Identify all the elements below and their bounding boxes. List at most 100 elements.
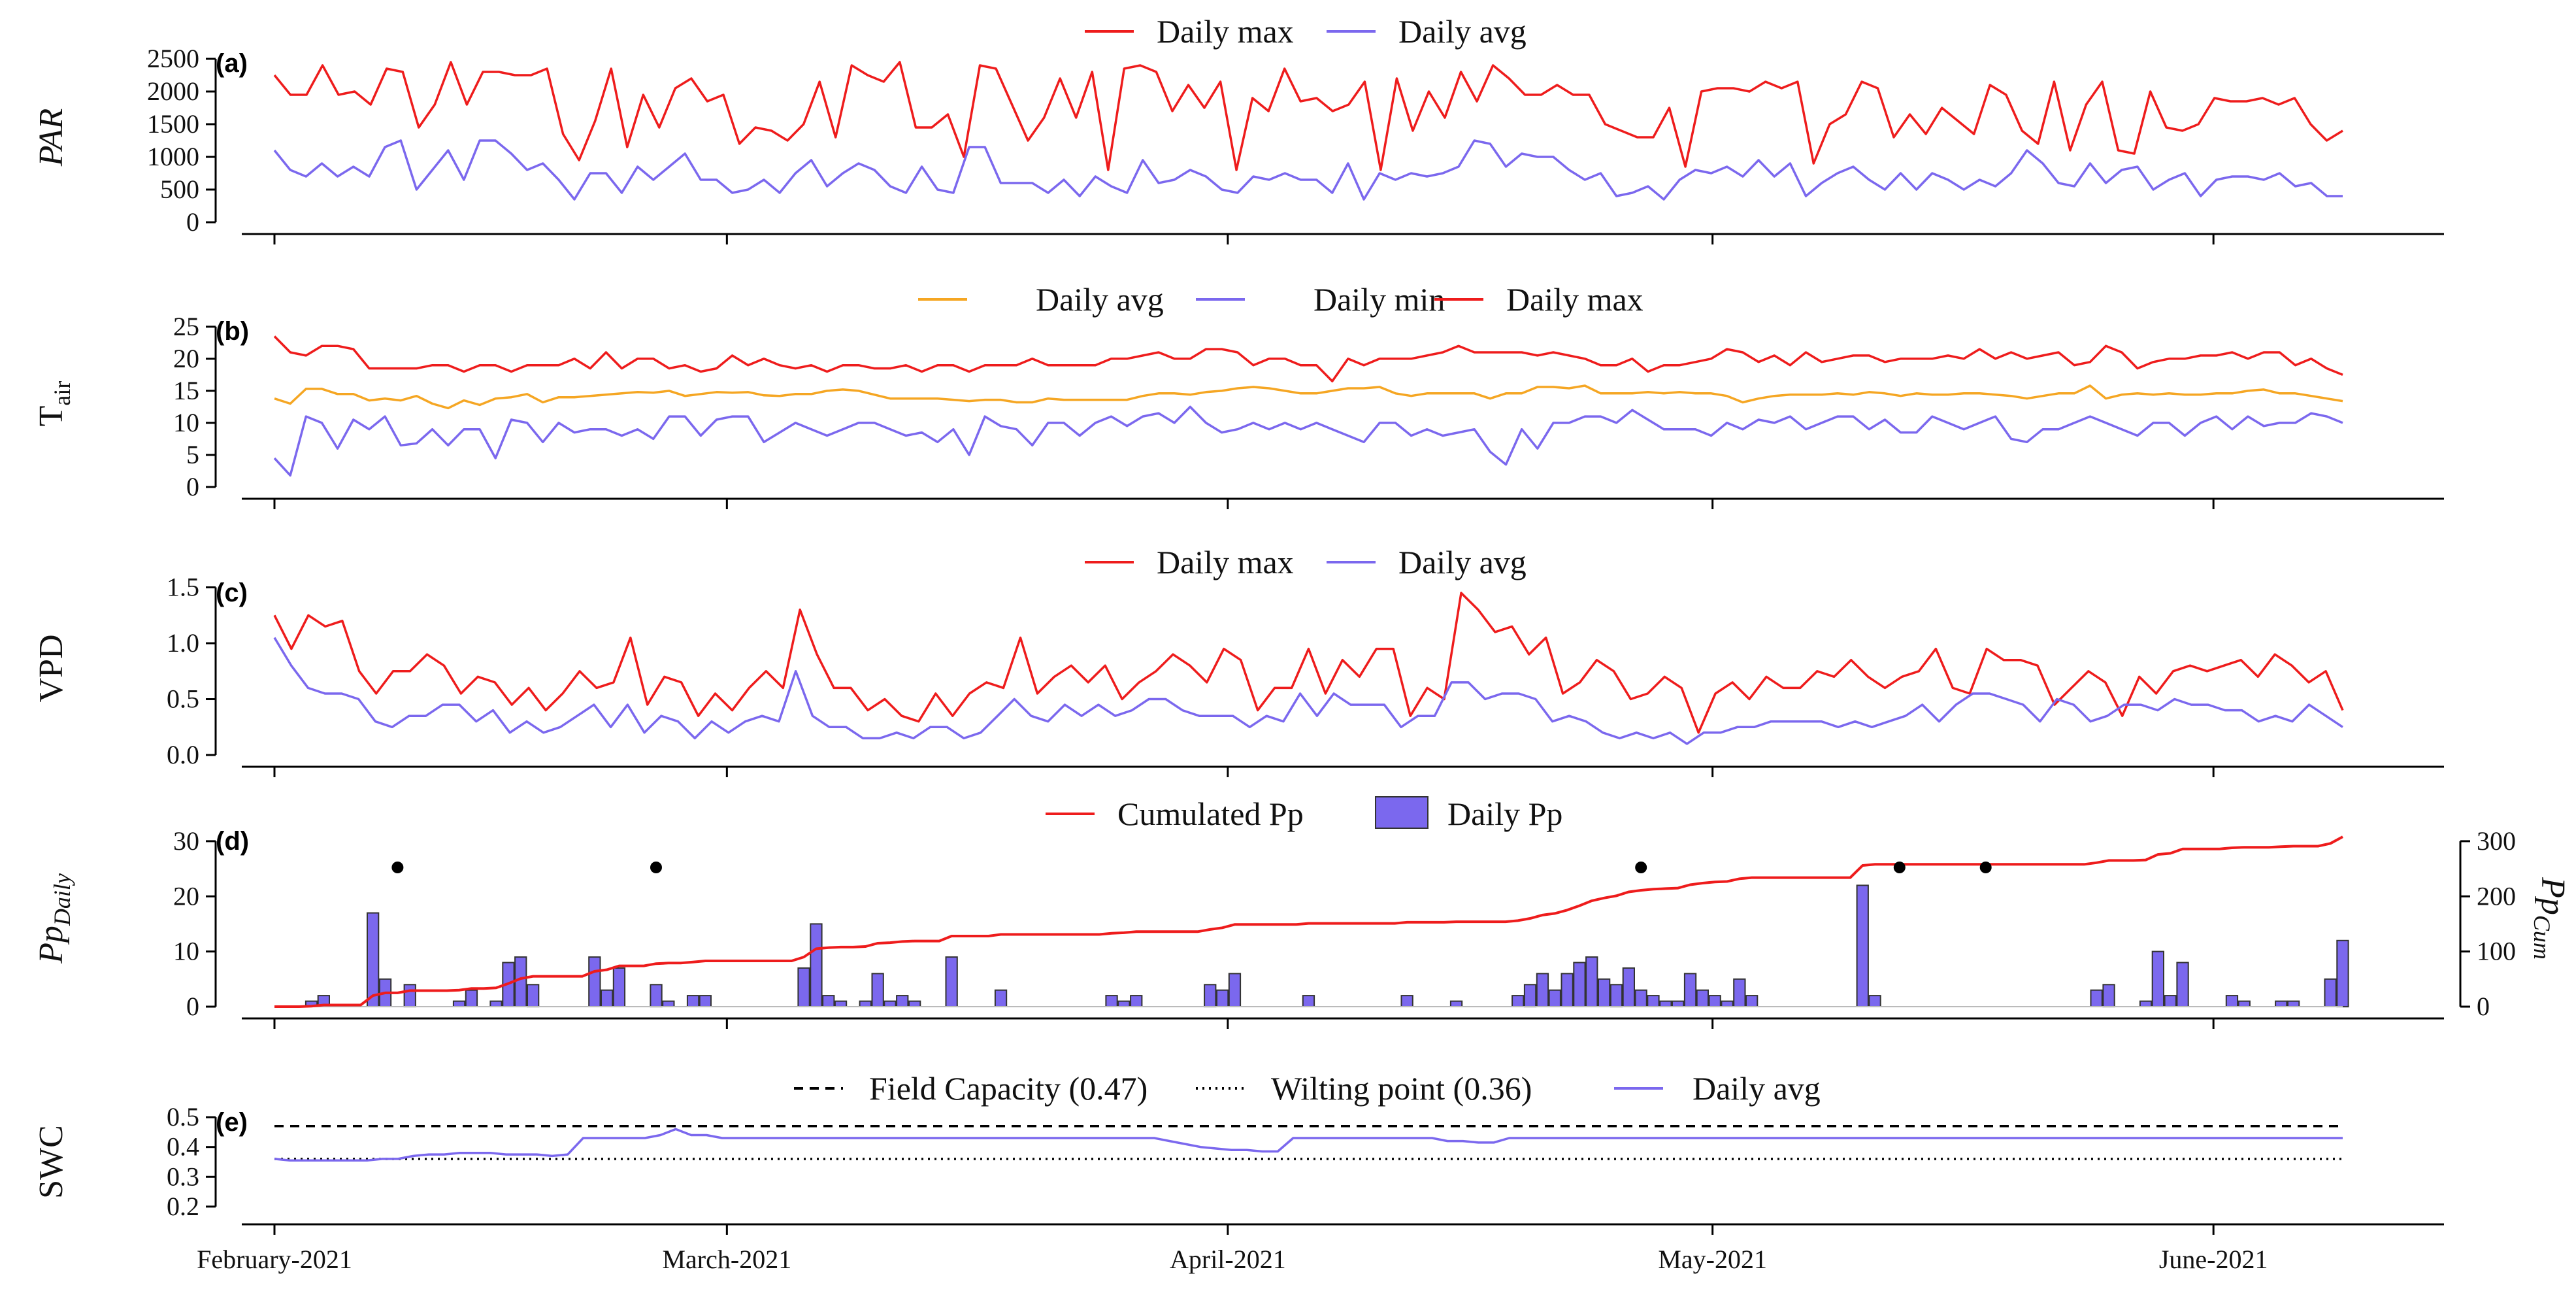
bar-daily-pp [452,1000,466,1007]
bar-daily-pp [489,1000,503,1007]
x-tick-label-4: June-2021 [2159,1245,2268,1274]
y-tick-label-e-3: 0.5 [167,1102,199,1132]
bar-daily-pp [1745,995,1759,1007]
series-e-daily-avg [274,1128,2343,1162]
y-axis-label-e: SWC [33,1125,70,1199]
series-c-daily-avg [273,637,2343,745]
panel-tag-a: (a) [216,49,248,78]
bar-daily-pp [1672,1000,1685,1007]
y-tick-label-d-2: 20 [173,881,199,911]
bar-daily-pp [1117,1000,1131,1007]
panel-tag-d: (d) [216,827,249,856]
legend-label-b-2: Daily max [1506,281,1643,318]
bar-daily-pp [797,967,810,1008]
bar-daily-pp [1216,989,1229,1007]
bar-daily-pp [2102,984,2115,1008]
bar-daily-pp [1610,984,1623,1008]
y-tick-label-b-0: 0 [186,472,199,501]
panel-c: 0.0 0.5 1.0 1.5 (c) VPD Daily max Daily avg [33,544,2444,777]
bar-daily-pp [1130,995,1143,1007]
y-tick-label-b-1: 5 [186,440,199,469]
legend-label-d-1: Daily Pp [1447,796,1562,832]
y-tick-label-a-2: 1000 [147,142,199,171]
bar-daily-pp [2336,939,2349,1008]
bar-daily-pp [2090,989,2103,1007]
y-tick-label-d-0: 0 [186,992,199,1021]
y-tick-label-e-0: 0.2 [167,1192,199,1221]
bar-daily-pp [1511,995,1525,1007]
bar-daily-pp [1647,995,1660,1007]
panel-tag-b: (b) [216,317,249,346]
bar-daily-pp [1598,978,1611,1008]
bar-daily-pp [699,995,712,1007]
bar-daily-pp [1548,989,1561,1007]
bar-daily-pp [834,1000,848,1007]
bar-daily-pp [822,995,835,1007]
y2-tick-label-d-1: 100 [2477,937,2516,966]
legend-label-e-2: Daily avg [1693,1070,1821,1107]
event-marker-1 [650,862,662,873]
y-tick-label-c-3: 1.5 [167,573,199,602]
bar-daily-pp [1622,967,1635,1008]
panel-tag-e: (e) [216,1108,248,1137]
x-tick-label-1: March-2021 [662,1245,791,1274]
bar-daily-pp [686,995,700,1007]
bar-daily-pp [465,989,478,1007]
legend-label-a-0: Daily max [1157,13,1294,50]
bar-daily-pp [896,995,909,1007]
bar-daily-pp [2139,1000,2153,1007]
x-tick-label-2: April-2021 [1170,1245,1286,1274]
bar-daily-pp [1696,989,1709,1007]
bar-daily-pp [2176,962,2189,1007]
bar-daily-pp [662,1000,675,1007]
bar-daily-pp [1204,984,1217,1008]
y-tick-label-b-2: 10 [173,408,199,437]
y-axis-label-d: PpDaily [33,873,75,964]
series-d-cumulated-pp [274,835,2343,1008]
bar-daily-pp [1228,973,1242,1008]
y-axis-label-b: Tair [33,381,75,427]
bar-daily-pp [1733,978,1746,1008]
bar-daily-pp [1560,973,1574,1008]
bar-daily-pp [1536,973,1549,1008]
legend-label-a-1: Daily avg [1398,13,1527,50]
bar-daily-pp [588,956,601,1007]
legend-label-d-0: Cumulated Pp [1117,796,1304,832]
y-tick-label-e-2: 0.4 [167,1132,199,1162]
legend-label-b-0: Daily avg [1036,281,1164,318]
y-tick-label-c-2: 1.0 [167,628,199,658]
y-tick-label-a-0: 0 [186,207,199,237]
bar-daily-pp [1523,984,1537,1008]
y2-axis-label-d: PpCum [2529,877,2571,960]
bar-daily-pp [1634,989,1647,1007]
y-tick-label-b-5: 25 [173,312,199,341]
event-marker-3 [1893,862,1906,873]
bar-daily-pp [2324,978,2337,1008]
legend-label-e-0: Field Capacity (0.47) [869,1070,1148,1107]
bar-daily-pp [601,989,614,1007]
y-tick-label-c-0: 0.0 [167,740,199,769]
bar-daily-pp [908,1000,921,1007]
bar-daily-pp [2151,950,2164,1007]
x-axis: February-2021 March-2021 April-2021 May-202… [197,1245,2268,1274]
event-marker-0 [391,862,404,873]
bar-daily-pp [612,967,626,1008]
bar-daily-pp [1856,884,1869,1008]
bar-daily-pp [994,989,1008,1007]
panel-b: 0 5 10 15 20 25 (b) Tair Daily avg Daily min Daily… [33,281,2444,509]
y2-tick-label-d-0: 0 [2477,992,2490,1021]
y2-tick-label-d-3: 300 [2477,826,2516,856]
bar-daily-pp [871,973,884,1008]
legend-swatch-d-1 [1375,796,1428,829]
bar-daily-pp [883,1000,897,1007]
bar-daily-pp [1585,956,1598,1007]
bar-daily-pp [650,984,663,1008]
series-a-daily-avg [273,139,2343,201]
x-tick-label-3: May-2021 [1658,1245,1767,1274]
legend-label-c-0: Daily max [1157,544,1294,580]
bar-daily-pp [1708,995,1721,1007]
series-a-daily-max [273,61,2343,171]
bar-daily-pp [1868,995,1881,1007]
